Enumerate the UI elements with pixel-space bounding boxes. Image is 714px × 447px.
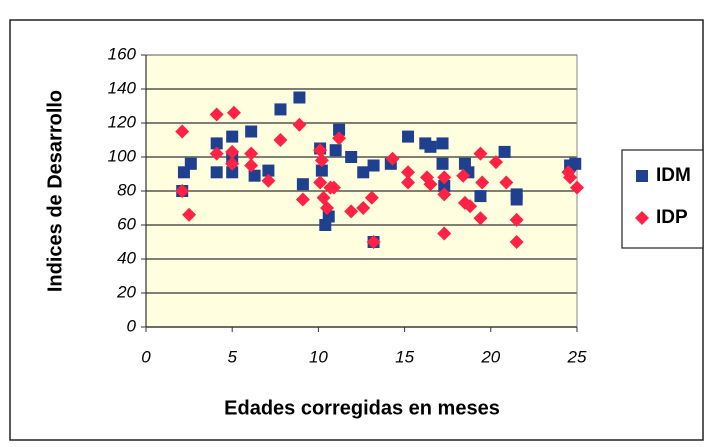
legend-marker <box>635 211 649 225</box>
point <box>364 190 379 205</box>
point <box>313 143 328 158</box>
point <box>367 159 380 172</box>
y-tick-label: 160 <box>108 44 137 63</box>
y-tick-label: 60 <box>117 214 136 233</box>
point <box>345 151 358 163</box>
point <box>563 170 578 185</box>
y-tick-label: 80 <box>117 180 136 199</box>
point <box>210 166 223 179</box>
point <box>509 235 524 249</box>
point <box>226 166 239 179</box>
point <box>402 130 415 143</box>
point <box>423 177 438 192</box>
point <box>510 193 523 206</box>
point <box>244 158 259 173</box>
point <box>475 175 490 190</box>
point <box>175 124 190 139</box>
point <box>296 178 309 191</box>
point <box>356 201 371 215</box>
point <box>456 168 471 183</box>
point <box>225 156 240 171</box>
point <box>401 175 416 190</box>
point <box>436 137 449 150</box>
point <box>184 157 197 170</box>
point <box>326 180 341 195</box>
point <box>570 180 584 195</box>
y-tick-label: 100 <box>108 146 137 165</box>
point <box>474 190 487 203</box>
point <box>226 105 241 120</box>
x-tick-label: 25 <box>567 347 587 366</box>
y-axis-title: Indices de Desarrollo <box>44 90 66 292</box>
point <box>437 187 452 202</box>
y-tick-label: 40 <box>117 248 136 267</box>
point <box>499 175 514 190</box>
x-axis-title: Edades corregidas en meses <box>224 397 500 419</box>
x-tick-label: 5 <box>227 347 237 366</box>
point <box>273 133 288 147</box>
legend-marker <box>636 170 648 182</box>
point <box>437 226 452 241</box>
y-tick-label: 120 <box>108 112 137 131</box>
point <box>262 164 275 177</box>
point <box>226 130 239 143</box>
point <box>436 157 449 170</box>
point <box>473 146 488 161</box>
legend-label: IDM <box>656 165 691 186</box>
legend-box <box>621 149 704 249</box>
point <box>366 235 381 249</box>
y-tick-label: 140 <box>108 78 137 97</box>
point <box>332 131 347 146</box>
point <box>315 164 328 177</box>
point <box>488 155 503 170</box>
point <box>209 107 224 122</box>
point <box>344 204 359 219</box>
point <box>333 123 346 136</box>
y-tick-label: 0 <box>127 316 137 335</box>
point <box>320 201 335 215</box>
point <box>313 175 328 190</box>
point <box>424 140 437 153</box>
x-tick-label: 0 <box>141 347 151 366</box>
point <box>509 212 524 227</box>
point <box>292 117 307 132</box>
x-tick-label: 10 <box>309 347 328 366</box>
x-tick-label: 20 <box>480 347 500 366</box>
point <box>463 199 478 214</box>
point <box>437 170 452 185</box>
point <box>401 165 416 180</box>
point <box>357 166 370 179</box>
x-tick-label: 15 <box>395 347 414 366</box>
point <box>175 184 190 198</box>
point <box>473 211 488 226</box>
point <box>182 207 197 222</box>
point <box>261 173 276 188</box>
point <box>438 179 451 192</box>
point <box>244 146 259 161</box>
point <box>209 146 224 161</box>
point <box>225 144 240 159</box>
point <box>293 91 306 104</box>
point <box>274 103 287 116</box>
point <box>210 137 223 150</box>
legend-label: IDP <box>656 207 688 228</box>
y-tick-label: 20 <box>116 282 136 301</box>
point <box>245 125 258 138</box>
point <box>314 153 329 168</box>
point <box>569 157 582 170</box>
point <box>329 144 342 157</box>
point <box>385 151 400 166</box>
point <box>295 192 310 207</box>
point <box>248 169 261 182</box>
point <box>498 145 511 158</box>
